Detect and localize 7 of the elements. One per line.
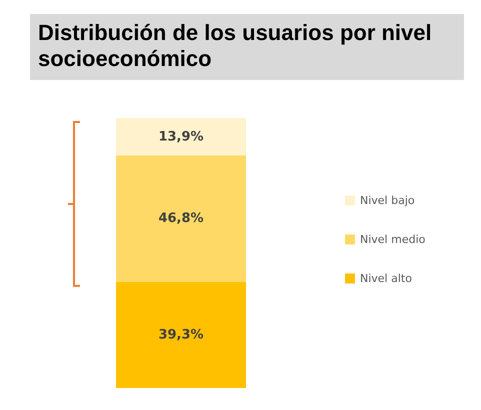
legend-label: Nivel alto bbox=[360, 272, 412, 285]
data-label: 39,3% bbox=[158, 327, 204, 342]
chart-title: Distribución de los usuarios por nivel socioeconómico bbox=[30, 14, 464, 80]
legend-label: Nivel medio bbox=[360, 233, 426, 246]
data-label: 46,8% bbox=[158, 211, 204, 226]
legend-label: Nivel bajo bbox=[360, 194, 415, 207]
data-label: 13,9% bbox=[158, 129, 204, 144]
